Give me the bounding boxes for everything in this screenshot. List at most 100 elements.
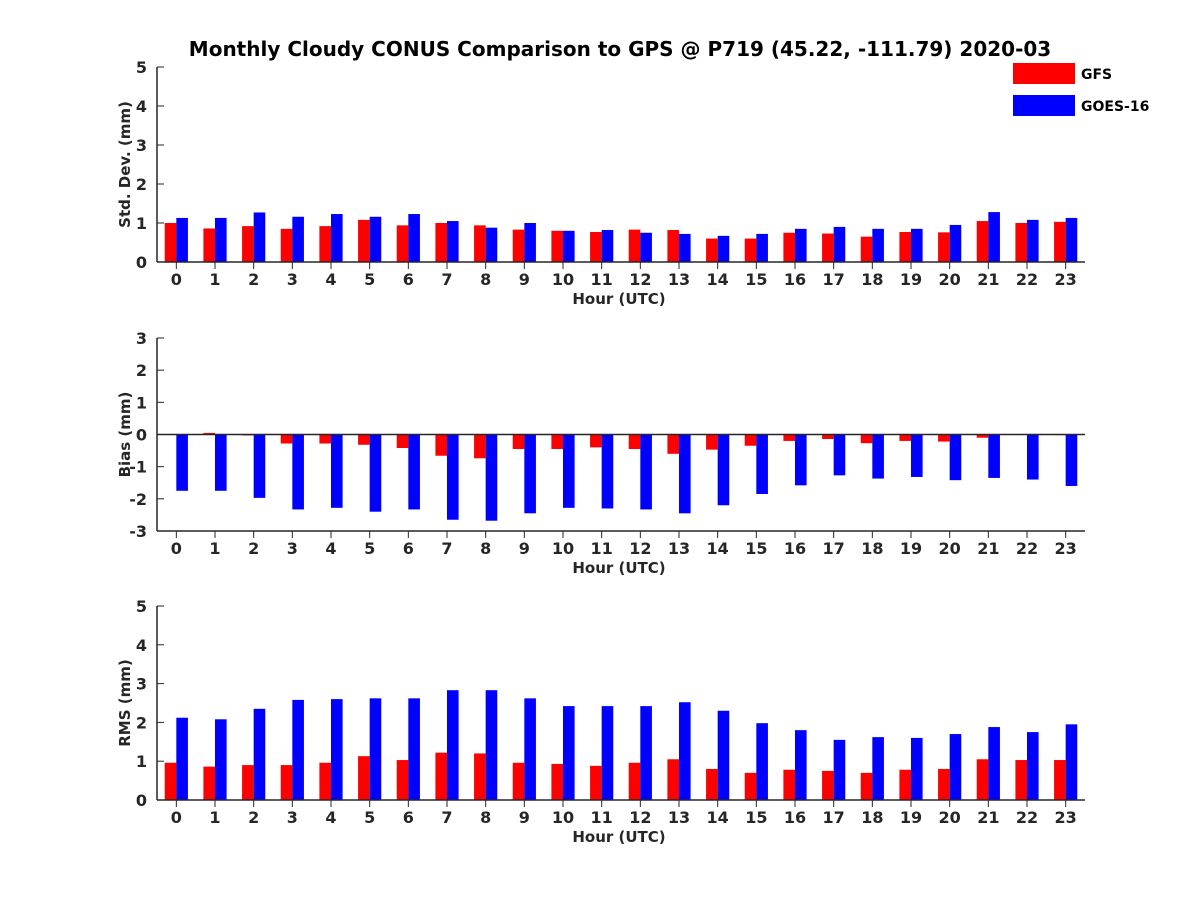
y-axis-label-stddev: Std. Dev. (mm) [116, 101, 134, 228]
bar-stddev-gfs-10 [551, 231, 563, 262]
bar-stddev-gfs-0 [165, 223, 177, 262]
bar-rms-gfs-6 [397, 760, 409, 800]
bar-stddev-gfs-2 [242, 226, 254, 262]
bar-stddev-gfs-6 [397, 225, 409, 262]
y-tick-label-bias-0: 0 [136, 426, 147, 445]
bar-stddev-goes16-1 [215, 218, 227, 262]
x-tick-label-bias-18: 18 [861, 539, 883, 558]
x-tick-label-rms-1: 1 [209, 808, 220, 827]
x-tick-label-bias-9: 9 [519, 539, 530, 558]
bar-rms-gfs-11 [590, 766, 602, 800]
bar-stddev-goes16-22 [1027, 220, 1039, 262]
x-tick-label-stddev-14: 14 [707, 270, 729, 289]
bar-rms-goes16-8 [486, 690, 498, 800]
bar-stddev-gfs-17 [822, 234, 834, 262]
bar-rms-goes16-19 [911, 738, 923, 800]
x-tick-label-rms-21: 21 [977, 808, 999, 827]
x-tick-label-stddev-5: 5 [364, 270, 375, 289]
bar-stddev-gfs-1 [203, 228, 215, 262]
bar-stddev-goes16-18 [872, 229, 884, 262]
bar-bias-goes16-2 [254, 435, 266, 498]
bar-stddev-goes16-8 [486, 228, 498, 262]
bar-stddev-gfs-19 [899, 232, 911, 262]
bar-bias-gfs-4 [319, 435, 331, 444]
bar-bias-goes16-12 [640, 435, 652, 510]
x-tick-label-stddev-20: 20 [939, 270, 961, 289]
x-tick-label-bias-1: 1 [209, 539, 220, 558]
bar-bias-gfs-11 [590, 435, 602, 448]
y-tick-label-rms-5: 5 [136, 597, 147, 616]
x-tick-label-stddev-18: 18 [861, 270, 883, 289]
bar-bias-goes16-7 [447, 435, 459, 520]
y-tick-label-bias-3: 3 [136, 329, 147, 348]
x-tick-label-bias-0: 0 [171, 539, 182, 558]
bar-rms-goes16-12 [640, 706, 652, 800]
bar-rms-goes16-15 [756, 723, 768, 800]
bar-rms-gfs-4 [319, 763, 331, 800]
y-tick-label-stddev-5: 5 [136, 58, 147, 77]
y-tick-label-stddev-4: 4 [136, 97, 147, 116]
x-tick-label-stddev-21: 21 [977, 270, 999, 289]
y-tick-label-bias-2: 2 [136, 361, 147, 380]
bar-stddev-goes16-3 [292, 217, 304, 262]
bar-bias-goes16-17 [834, 435, 846, 476]
bar-rms-gfs-1 [203, 767, 215, 800]
x-axis-label-stddev: Hour (UTC) [572, 290, 665, 308]
bar-bias-goes16-9 [524, 435, 536, 514]
x-tick-label-rms-5: 5 [364, 808, 375, 827]
x-tick-label-rms-9: 9 [519, 808, 530, 827]
bar-stddev-gfs-14 [706, 239, 718, 262]
bar-rms-gfs-20 [938, 769, 950, 800]
y-tick-label-stddev-0: 0 [136, 253, 147, 272]
bar-stddev-goes16-12 [640, 233, 652, 262]
x-tick-label-bias-23: 23 [1055, 539, 1077, 558]
bar-rms-goes16-2 [254, 709, 266, 800]
bar-rms-gfs-23 [1054, 760, 1066, 800]
x-tick-label-rms-13: 13 [668, 808, 690, 827]
bar-stddev-gfs-23 [1054, 222, 1066, 262]
x-axis-label-rms: Hour (UTC) [572, 828, 665, 846]
bar-rms-goes16-21 [988, 727, 1000, 800]
bar-rms-goes16-17 [834, 740, 846, 800]
x-tick-label-bias-8: 8 [480, 539, 491, 558]
y-tick-label-rms-4: 4 [136, 636, 147, 655]
y-tick-label-rms-1: 1 [136, 752, 147, 771]
x-tick-label-stddev-0: 0 [171, 270, 182, 289]
bar-rms-gfs-9 [513, 763, 525, 800]
bar-stddev-gfs-13 [667, 230, 679, 262]
x-tick-label-bias-15: 15 [745, 539, 767, 558]
bar-stddev-goes16-0 [176, 218, 188, 262]
x-tick-label-stddev-22: 22 [1016, 270, 1038, 289]
x-tick-label-rms-16: 16 [784, 808, 806, 827]
x-tick-label-bias-6: 6 [403, 539, 414, 558]
bar-rms-gfs-2 [242, 765, 254, 800]
bar-stddev-goes16-11 [602, 230, 614, 262]
legend: GFS GOES-16 [1013, 63, 1149, 116]
x-tick-label-stddev-2: 2 [248, 270, 259, 289]
bar-rms-goes16-5 [370, 698, 382, 800]
x-tick-label-stddev-12: 12 [629, 270, 651, 289]
bar-bias-goes16-10 [563, 435, 575, 508]
bar-rms-gfs-22 [1015, 760, 1027, 800]
bar-bias-gfs-18 [861, 435, 873, 444]
legend-label-goes16: GOES-16 [1081, 99, 1149, 115]
bar-rms-goes16-4 [331, 699, 343, 800]
bar-bias-goes16-11 [602, 435, 614, 509]
y-tick-label-rms-0: 0 [136, 791, 147, 810]
bar-bias-goes16-15 [756, 435, 768, 495]
bar-rms-gfs-17 [822, 771, 834, 800]
bar-bias-gfs-9 [513, 435, 525, 449]
bar-bias-gfs-3 [281, 435, 293, 444]
bar-bias-gfs-19 [899, 435, 911, 441]
bar-rms-gfs-5 [358, 756, 370, 800]
x-tick-label-stddev-13: 13 [668, 270, 690, 289]
bar-rms-gfs-21 [977, 759, 989, 800]
bar-bias-goes16-6 [408, 435, 420, 510]
bar-rms-goes16-3 [292, 700, 304, 800]
bar-stddev-gfs-8 [474, 225, 486, 262]
bar-bias-gfs-6 [397, 435, 409, 449]
bar-stddev-gfs-9 [513, 230, 525, 262]
